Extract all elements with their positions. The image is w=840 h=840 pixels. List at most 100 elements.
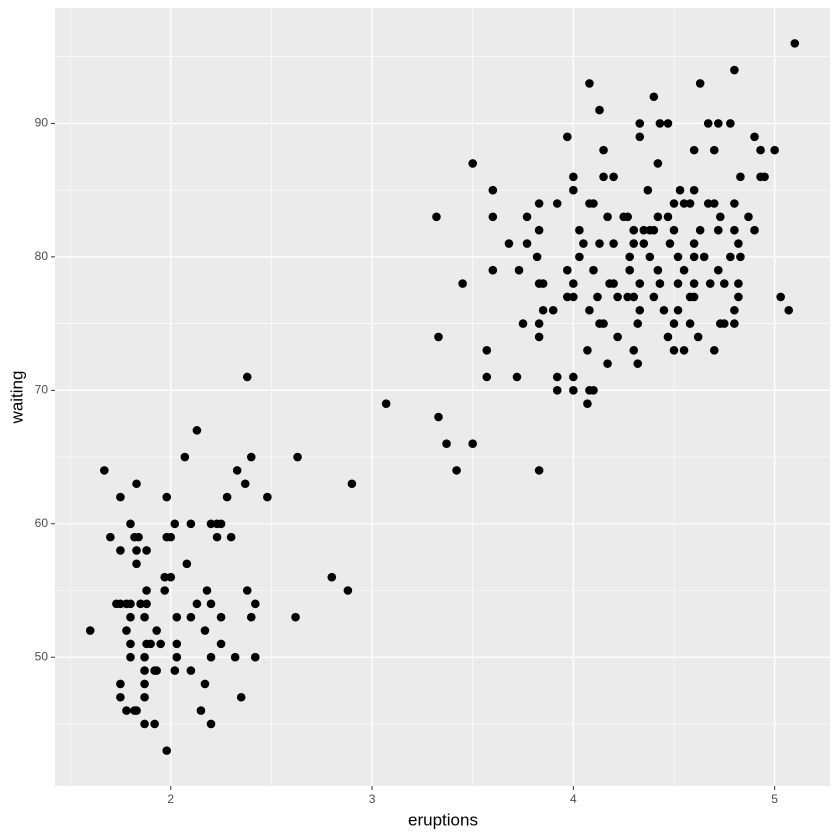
point	[482, 345, 492, 355]
point	[293, 452, 302, 462]
point	[756, 145, 765, 155]
point	[679, 199, 689, 208]
point	[291, 612, 300, 622]
point	[106, 532, 115, 542]
point	[609, 239, 618, 248]
point	[709, 145, 719, 155]
point	[603, 212, 612, 222]
point	[242, 586, 252, 595]
point	[675, 185, 685, 195]
point	[126, 652, 135, 662]
point	[659, 305, 669, 315]
point	[140, 666, 149, 675]
point	[196, 706, 206, 715]
point	[595, 105, 604, 115]
point	[136, 599, 145, 609]
point	[569, 292, 578, 302]
point	[693, 332, 703, 342]
point	[160, 586, 170, 595]
point	[140, 612, 149, 622]
point	[432, 212, 441, 222]
point	[736, 252, 745, 262]
point	[150, 719, 159, 729]
point	[116, 692, 125, 702]
point	[548, 305, 558, 315]
point	[669, 319, 679, 328]
point	[532, 252, 542, 262]
point	[488, 265, 498, 275]
point	[750, 132, 759, 142]
point	[85, 626, 95, 635]
y-tick-label: 90	[35, 116, 49, 130]
point	[458, 279, 467, 288]
point	[240, 479, 250, 489]
point	[142, 586, 151, 595]
point	[140, 692, 149, 702]
point	[689, 279, 699, 288]
point	[512, 372, 522, 382]
point	[585, 386, 594, 395]
point	[381, 399, 391, 408]
point	[599, 172, 608, 182]
point	[327, 572, 337, 582]
point	[186, 519, 196, 529]
point	[152, 626, 161, 635]
point	[116, 492, 125, 502]
point	[569, 279, 578, 288]
point	[633, 359, 643, 368]
point	[689, 145, 699, 155]
point	[216, 639, 226, 649]
point	[152, 666, 161, 675]
point	[635, 132, 645, 142]
point	[649, 225, 659, 235]
point	[639, 239, 649, 248]
point	[689, 252, 699, 262]
point	[186, 666, 196, 675]
point	[750, 225, 759, 235]
point	[170, 666, 180, 675]
point	[673, 252, 683, 262]
point	[563, 132, 572, 142]
point	[689, 292, 699, 302]
point	[715, 212, 725, 222]
point	[552, 372, 562, 382]
point	[629, 345, 639, 355]
point	[709, 345, 719, 355]
x-tick-label: 3	[369, 792, 376, 806]
point	[126, 599, 135, 609]
y-tick-label: 70	[35, 382, 49, 396]
point	[599, 145, 608, 155]
point	[689, 185, 699, 195]
point	[629, 239, 639, 248]
point	[613, 332, 622, 342]
x-tick-label: 4	[570, 792, 577, 806]
point	[595, 239, 604, 248]
point	[629, 292, 639, 302]
point	[132, 479, 141, 489]
point	[142, 546, 151, 555]
point	[216, 519, 226, 529]
point	[790, 39, 800, 48]
point	[132, 559, 141, 569]
point	[643, 185, 653, 195]
point	[673, 305, 683, 315]
point	[649, 292, 659, 302]
point	[583, 399, 592, 408]
point	[180, 452, 190, 462]
point	[695, 79, 705, 88]
point	[784, 305, 794, 315]
point	[538, 279, 548, 288]
point	[734, 279, 743, 288]
point	[703, 199, 713, 208]
point	[162, 746, 172, 755]
point	[685, 319, 695, 328]
point	[645, 252, 655, 262]
point	[126, 612, 135, 622]
point	[625, 252, 635, 262]
point	[569, 372, 578, 382]
point	[734, 292, 743, 302]
point	[116, 599, 125, 609]
point	[140, 679, 149, 689]
point	[534, 225, 544, 235]
